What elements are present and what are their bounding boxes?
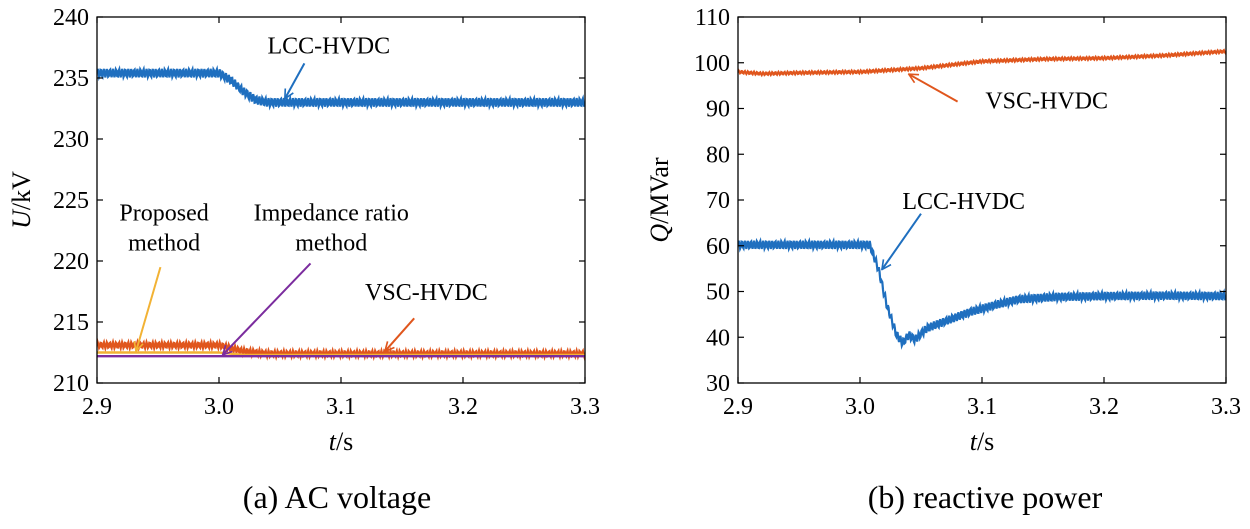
y-tick-label: 100 [694,51,730,77]
x-tick-label: 3.3 [1211,394,1241,420]
annotation-label: LCC-HVDC [902,189,1025,215]
y-tick-label: 110 [695,5,730,31]
annotation-arrow [882,213,922,270]
y-tick-label: 230 [53,127,89,153]
x-tick-label: 2.9 [723,394,753,420]
y-axis-label: Q/MVar [645,157,674,243]
annotation-arrow [223,262,312,355]
x-tick-label: 2.9 [82,394,112,420]
y-tick-label: 40 [706,325,730,351]
y-tick-label: 215 [53,310,89,336]
y-tick-label: 30 [706,371,730,397]
y-tick-label: 70 [706,188,730,214]
series-line-vsc-hvdc [97,337,585,362]
annotation-arrow [285,62,306,98]
y-tick-label: 90 [706,97,730,123]
panel-reactive-power: 2.9 3.0 3.1 3.2 3.3 30 40 50 60 70 80 90 100 110 t/s Q/… [645,5,1241,515]
series-line-lcc-hvdc [738,236,1226,350]
series-line-vsc-hvdc [738,48,1226,78]
y-tick-label: 220 [53,249,89,275]
y-tick-label: 210 [53,371,89,397]
x-tick-label: 3.3 [570,394,600,420]
annotation-arrow [136,266,162,351]
y-tick-label: 50 [706,280,730,306]
panel-ac-voltage: 2.9 3.0 3.1 3.2 3.3 210 215 220 225 230 235 240 t/s U… [7,5,600,515]
annotation-label: method [295,231,367,257]
annotation-label: VSC-HVDC [365,280,488,306]
x-axis-label: t/s [970,427,995,456]
y-tick-label: 60 [706,234,730,260]
annotation-arrow [909,74,959,103]
y-tick-label: 225 [53,188,89,214]
annotation-arrow [385,317,415,351]
panel-caption: (b) reactive power [868,479,1103,515]
annotation-label: method [128,231,200,257]
y-axis-label: U/kV [7,171,36,229]
y-tick-label: 80 [706,142,730,168]
y-tick-label: 235 [53,66,89,92]
series-line-lcc-hvdc [97,64,585,111]
x-tick-label: 3.0 [845,394,875,420]
x-axis-label: t/s [329,427,354,456]
series-group [97,64,585,362]
annotation-label: VSC-HVDC [985,89,1108,115]
x-tick-label: 3.1 [326,394,356,420]
series-group [738,48,1226,350]
x-tick-label: 3.1 [967,394,997,420]
x-tick-label: 3.2 [448,394,478,420]
y-tick-label: 240 [53,5,89,31]
annotation-label: Proposed [119,201,208,227]
x-tick-label: 3.0 [204,394,234,420]
x-tick-label: 3.2 [1089,394,1119,420]
annotation-label: Impedance ratio [254,201,409,227]
annotation-label: LCC-HVDC [267,34,390,60]
series-line-proposed-method [97,351,585,357]
panel-caption: (a) AC voltage [243,479,431,515]
